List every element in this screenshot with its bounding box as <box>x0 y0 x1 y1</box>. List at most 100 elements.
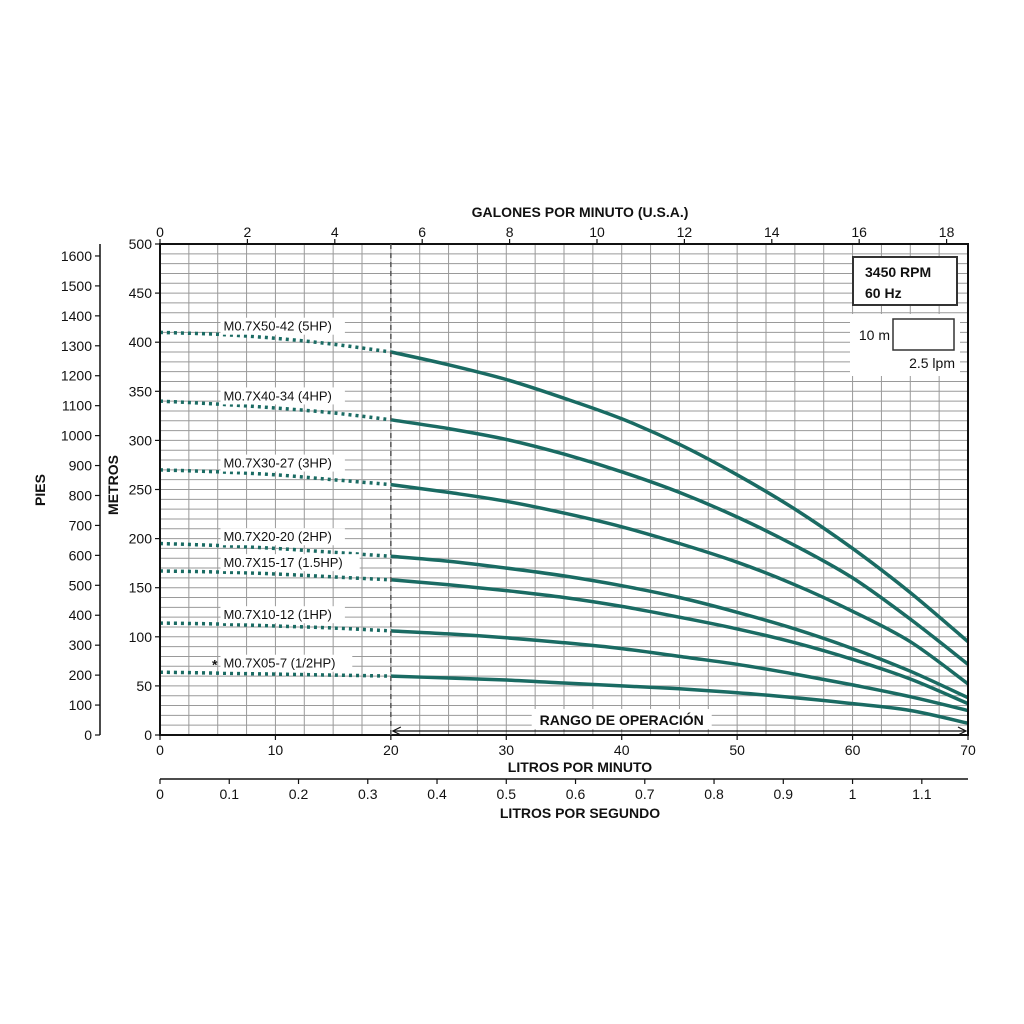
lps-tick-label: 1.1 <box>912 786 932 802</box>
gpm-axis-title: GALONES POR MINUTO (U.S.A.) <box>472 204 689 220</box>
grid-height-label: 10 m <box>859 327 890 343</box>
lpm-tick-label: 10 <box>268 742 284 758</box>
operating-range-label: RANGO DE OPERACIÓN <box>540 711 704 728</box>
meters-tick-label: 300 <box>129 432 153 448</box>
curve-dotted-segment <box>159 670 391 678</box>
meters-tick-label: 350 <box>129 383 153 399</box>
curve-solid-segment <box>390 578 969 706</box>
lps-tick-label: 0 <box>156 786 164 802</box>
curve-label: M0.7X30-27 (3HP) <box>223 456 331 471</box>
gpm-tick-label: 12 <box>677 224 693 240</box>
feet-tick-label: 1100 <box>62 398 92 414</box>
lpm-tick-label: 60 <box>845 742 861 758</box>
feet-tick-label: 200 <box>69 667 93 683</box>
lpm-axis: 0 10 20 30 40 50 60 70 <box>156 735 976 758</box>
curve-label: M0.7X10-12 (1HP) <box>223 607 331 622</box>
curve-dotted-segment <box>159 541 392 559</box>
curve-solid-segment <box>390 418 970 666</box>
arrow-head-right <box>957 726 968 736</box>
feet-tick-label: 500 <box>69 577 93 593</box>
gpm-tick-label: 6 <box>418 224 426 240</box>
feet-tick-label: 1500 <box>61 278 92 294</box>
arrow-head-left <box>391 726 402 736</box>
feet-tick-label: 900 <box>69 458 93 474</box>
meters-tick-label: 50 <box>136 678 152 694</box>
curve-label-bg <box>220 606 345 624</box>
lps-tick-label: 0.7 <box>635 786 655 802</box>
lps-tick-label: 0.3 <box>358 786 378 802</box>
lps-tick-label: 1 <box>849 786 857 802</box>
feet-tick-label: 300 <box>69 637 93 653</box>
lps-axis: 0 0.1 0.2 0.3 0.4 0.5 0.6 0.7 0.8 0.9 1 1.1 <box>156 778 968 802</box>
recommended-star-icon: * <box>212 657 218 673</box>
meters-tick-label: 150 <box>129 580 153 596</box>
lps-axis-title: LITROS POR SEGUNDO <box>500 805 660 821</box>
meters-tick-label: 450 <box>129 285 153 301</box>
gpm-tick-label: 8 <box>506 224 514 240</box>
meters-tick-label: 100 <box>129 629 153 645</box>
frequency-label: 60 Hz <box>865 285 902 301</box>
feet-tick-label: 400 <box>69 607 93 623</box>
curve-label-bg <box>220 528 345 546</box>
lpm-tick-label: 50 <box>729 742 745 758</box>
feet-tick-label: 800 <box>69 487 93 503</box>
curve-solid-segment <box>390 482 970 686</box>
curve-label-bg <box>220 554 360 572</box>
curve-label: M0.7X05-7 (1/2HP) <box>223 656 335 671</box>
meters-tick-label: 400 <box>129 334 153 350</box>
meters-tick-label: 500 <box>129 236 153 252</box>
gpm-tick-label: 4 <box>331 224 339 240</box>
feet-axis: 0 100 200 300 400 500 600 700 800 900 1000 1100 1200… <box>61 244 101 743</box>
curve-label-bg <box>220 387 345 405</box>
lpm-tick-label: 40 <box>614 742 630 758</box>
lpm-tick-label: 30 <box>498 742 514 758</box>
curve-label: M0.7X15-17 (1.5HP) <box>223 555 342 570</box>
curve-label-bg <box>220 654 353 672</box>
lps-tick-label: 0.5 <box>497 786 517 802</box>
lps-tick-label: 0.6 <box>566 786 586 802</box>
feet-tick-label: 100 <box>69 697 93 713</box>
feet-tick-label: 1000 <box>61 428 92 444</box>
curve-dotted-segment <box>159 621 391 633</box>
gpm-tick-label: 10 <box>589 224 605 240</box>
meters-tick-label: 250 <box>129 482 153 498</box>
feet-tick-label: 1300 <box>61 338 92 354</box>
grid-width-label: 2.5 lpm <box>909 355 955 371</box>
feet-tick-label: 1200 <box>61 368 92 384</box>
lps-tick-label: 0.9 <box>774 786 794 802</box>
operating-range-label-bg <box>531 709 712 729</box>
lps-tick-label: 0.1 <box>220 786 240 802</box>
lps-tick-label: 0.2 <box>289 786 309 802</box>
gpm-axis: 0 2 4 6 8 10 12 14 16 18 <box>156 224 955 244</box>
curve-label: M0.7X40-34 (4HP) <box>223 388 331 403</box>
meters-axis-title: METROS <box>105 455 121 515</box>
feet-tick-label: 700 <box>69 517 93 533</box>
gpm-tick-label: 18 <box>939 224 955 240</box>
curve-solid-segment <box>390 629 969 713</box>
curve-solid-segment <box>390 674 969 725</box>
curve-dotted-segment <box>159 569 391 582</box>
lpm-tick-label: 70 <box>960 742 976 758</box>
performance-curves: M0.7X50-42 (5HP) M0.7X40-34 (4HP) M0.7X30-… <box>159 317 970 725</box>
gpm-tick-label: 2 <box>244 224 252 240</box>
lps-tick-label: 0.4 <box>427 786 447 802</box>
feet-axis-title: PIES <box>32 474 48 506</box>
feet-tick-label: 0 <box>84 727 92 743</box>
meters-tick-label: 0 <box>144 727 152 743</box>
grid-scale-legend: 10 m 2.5 lpm <box>850 314 960 376</box>
rpm-label: 3450 RPM <box>865 264 931 280</box>
lpm-tick-label: 20 <box>383 742 399 758</box>
lpm-axis-title: LITROS POR MINUTO <box>508 759 653 775</box>
rpm-box: 3450 RPM 60 Hz <box>852 256 958 306</box>
feet-tick-label: 600 <box>69 547 93 563</box>
gpm-tick-label: 16 <box>851 224 867 240</box>
lpm-tick-label: 0 <box>156 742 164 758</box>
gpm-tick-label: 14 <box>764 224 780 240</box>
curve-label: M0.7X20-20 (2HP) <box>223 529 331 544</box>
gpm-tick-label: 0 <box>156 224 164 240</box>
lps-tick-label: 0.8 <box>704 786 724 802</box>
feet-tick-label: 1600 <box>61 248 92 264</box>
curve-label-bg <box>220 317 345 335</box>
meters-tick-label: 200 <box>129 531 153 547</box>
feet-tick-label: 1400 <box>61 308 92 324</box>
